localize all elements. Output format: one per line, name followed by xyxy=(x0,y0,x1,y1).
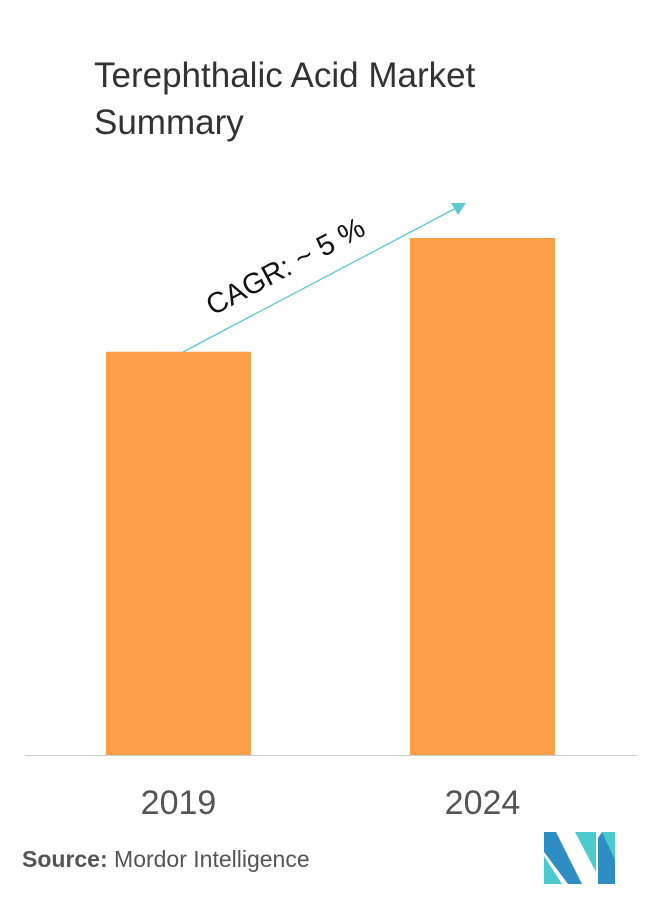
bar-2019 xyxy=(106,351,251,755)
mordor-logo xyxy=(544,832,615,884)
source-text: Mordor Intelligence xyxy=(114,846,310,872)
cagr-arrow-head xyxy=(451,203,466,215)
source-label: Source: xyxy=(22,846,108,872)
x-tick-label: 2024 xyxy=(445,784,521,822)
source-line: Source: Mordor Intelligence xyxy=(22,846,310,873)
cagr-arrow xyxy=(182,206,459,353)
bar-2024 xyxy=(410,238,555,755)
chart-title: Terephthalic Acid Market Summary xyxy=(94,56,476,142)
x-tick-label: 2019 xyxy=(141,784,217,822)
